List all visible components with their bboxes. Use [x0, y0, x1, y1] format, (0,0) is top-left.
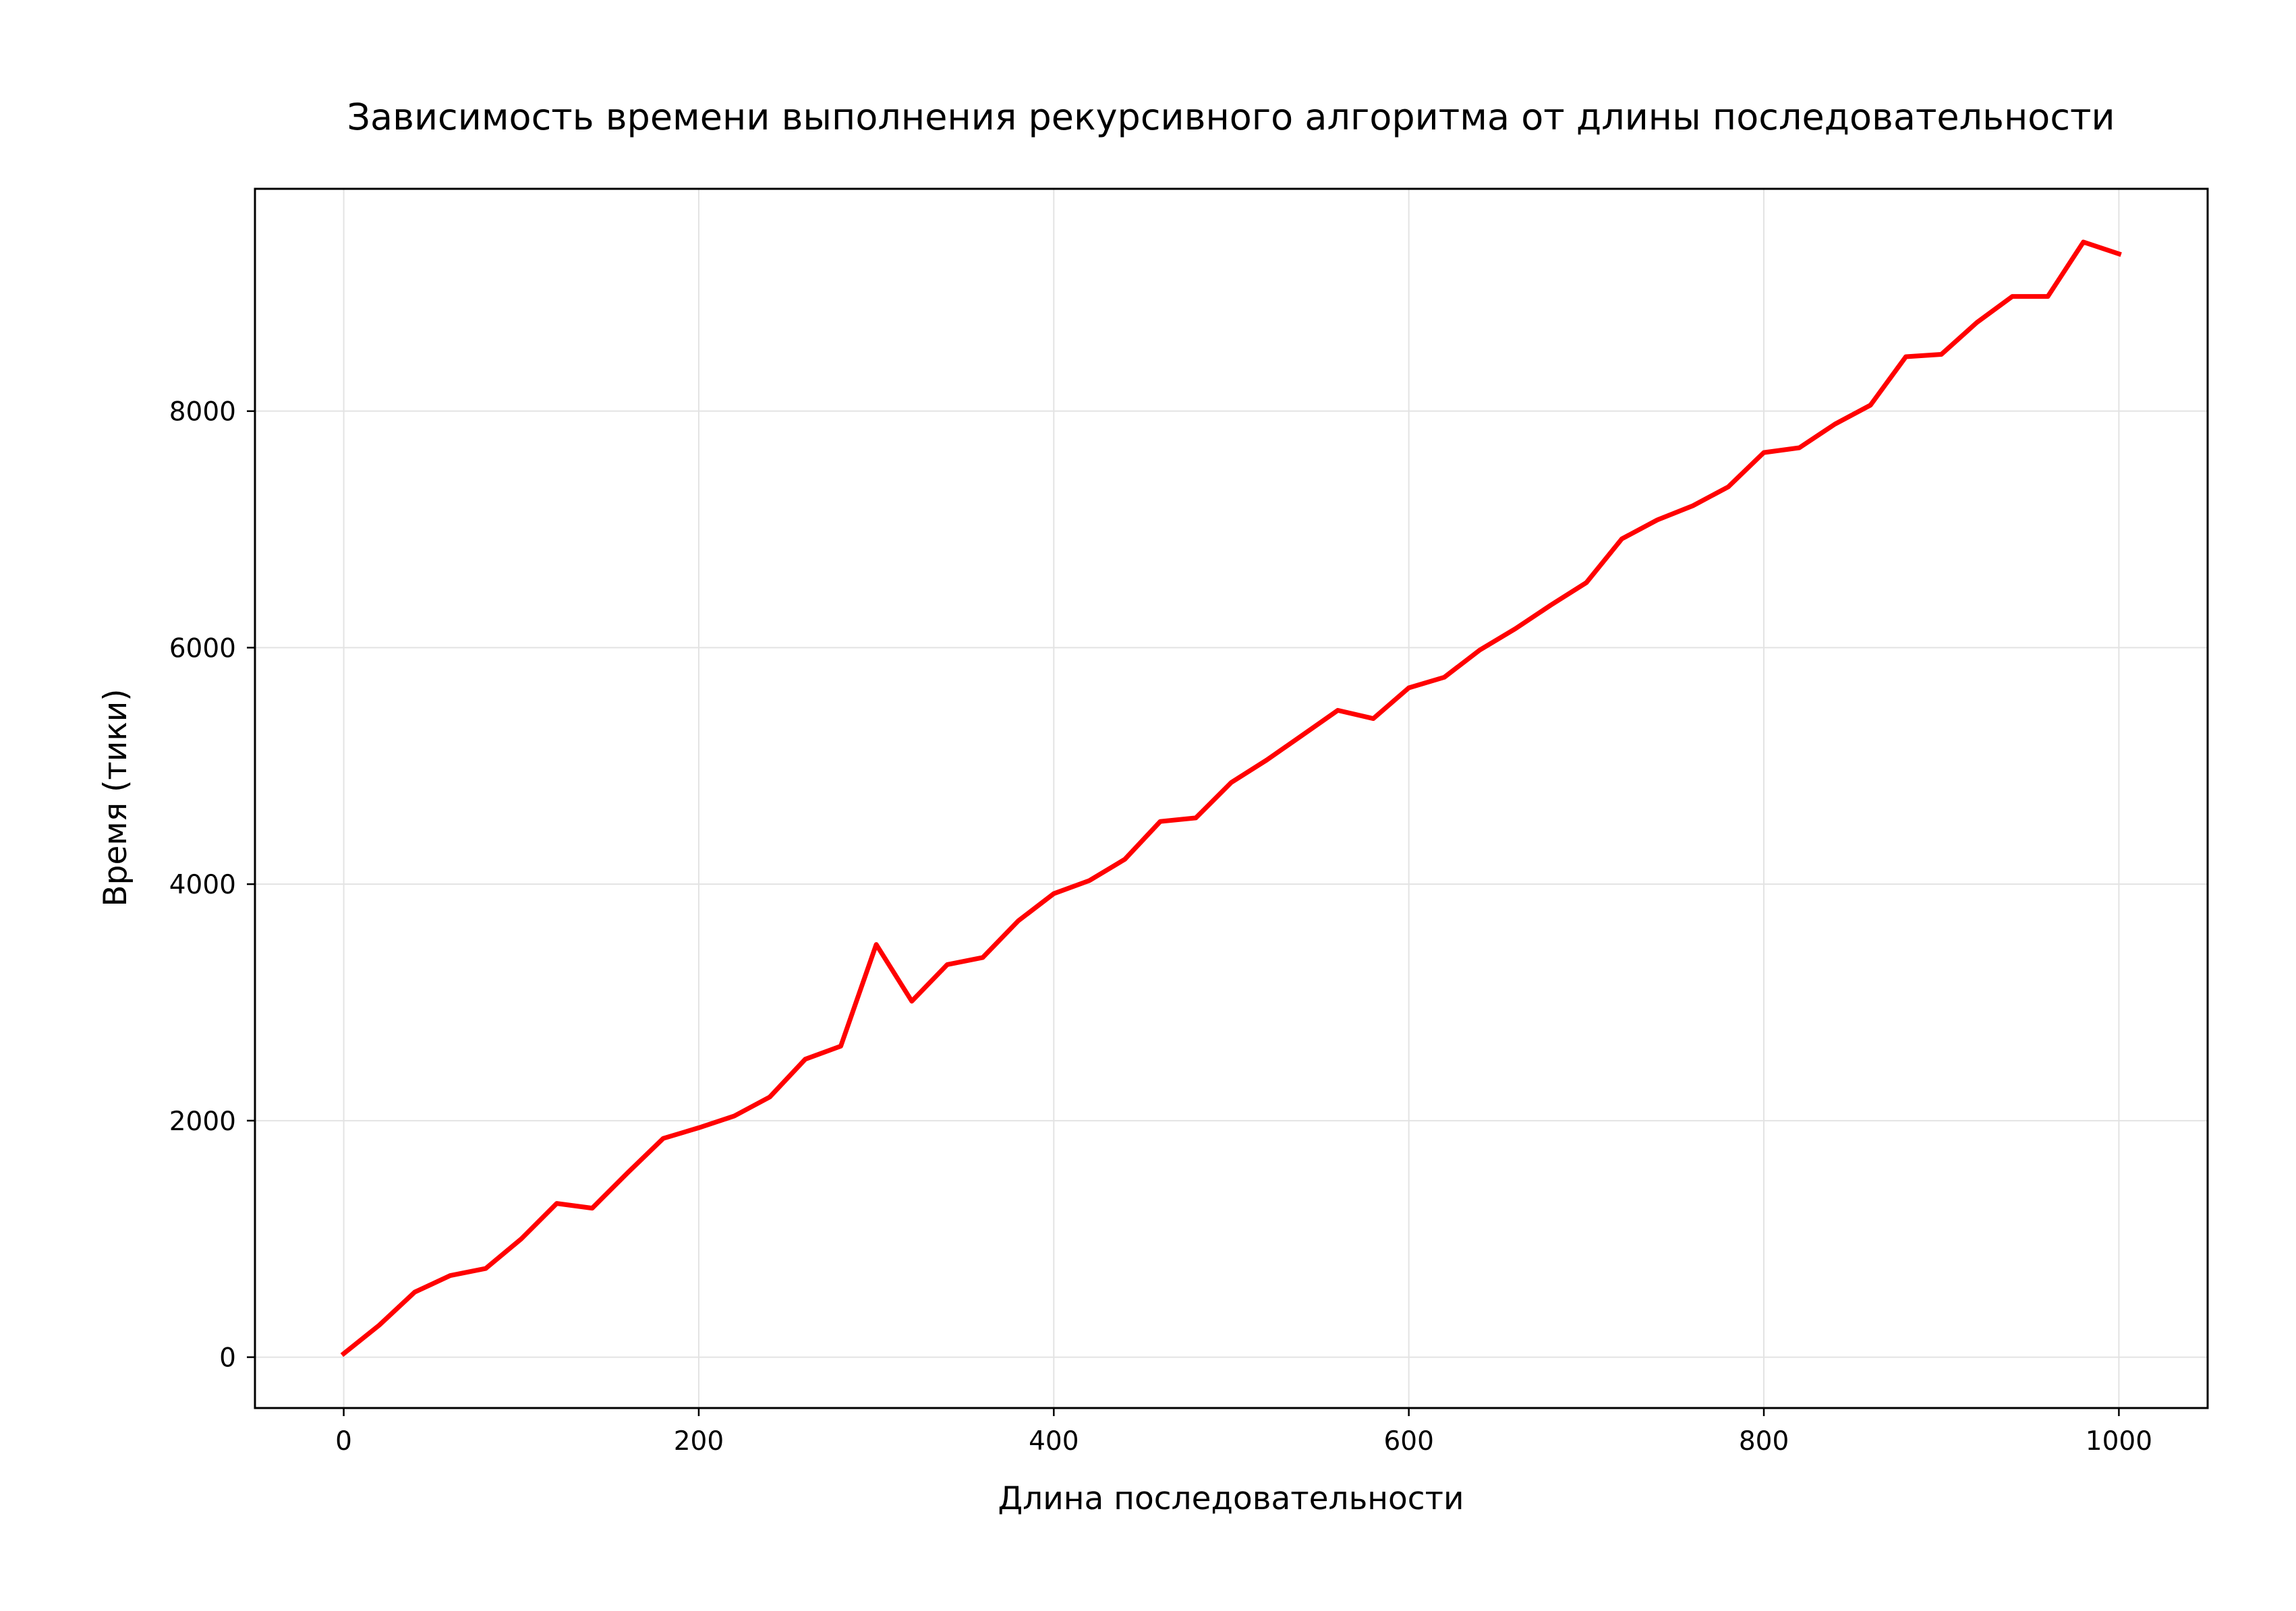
x-axis-label: Длина последовательности	[998, 1480, 1464, 1517]
x-tick-label: 400	[1029, 1426, 1079, 1457]
x-tick-label: 800	[1739, 1426, 1789, 1457]
x-axis: 0 200 400 600 800 1000	[335, 1408, 2152, 1457]
grid-lines	[255, 189, 2208, 1408]
x-tick-label: 200	[674, 1426, 724, 1457]
x-tick-label: 0	[335, 1426, 352, 1457]
y-axis-label: Время (тики)	[97, 689, 134, 906]
y-axis: 0 2000 4000 6000 8000	[169, 397, 255, 1374]
y-tick-label: 2000	[169, 1107, 236, 1137]
y-tick-label: 4000	[169, 870, 236, 900]
y-tick-label: 8000	[169, 397, 236, 428]
data-series-line	[340, 239, 2122, 1357]
y-tick-label: 6000	[169, 633, 236, 664]
x-tick-label: 600	[1383, 1426, 1433, 1457]
x-tick-label: 1000	[2086, 1426, 2152, 1457]
plot-area-frame	[254, 187, 2209, 1409]
series-layer	[340, 239, 2122, 1357]
chart-title: Зависимость времени выполнения рекурсивн…	[347, 96, 2115, 138]
y-tick-label: 0	[219, 1343, 236, 1374]
